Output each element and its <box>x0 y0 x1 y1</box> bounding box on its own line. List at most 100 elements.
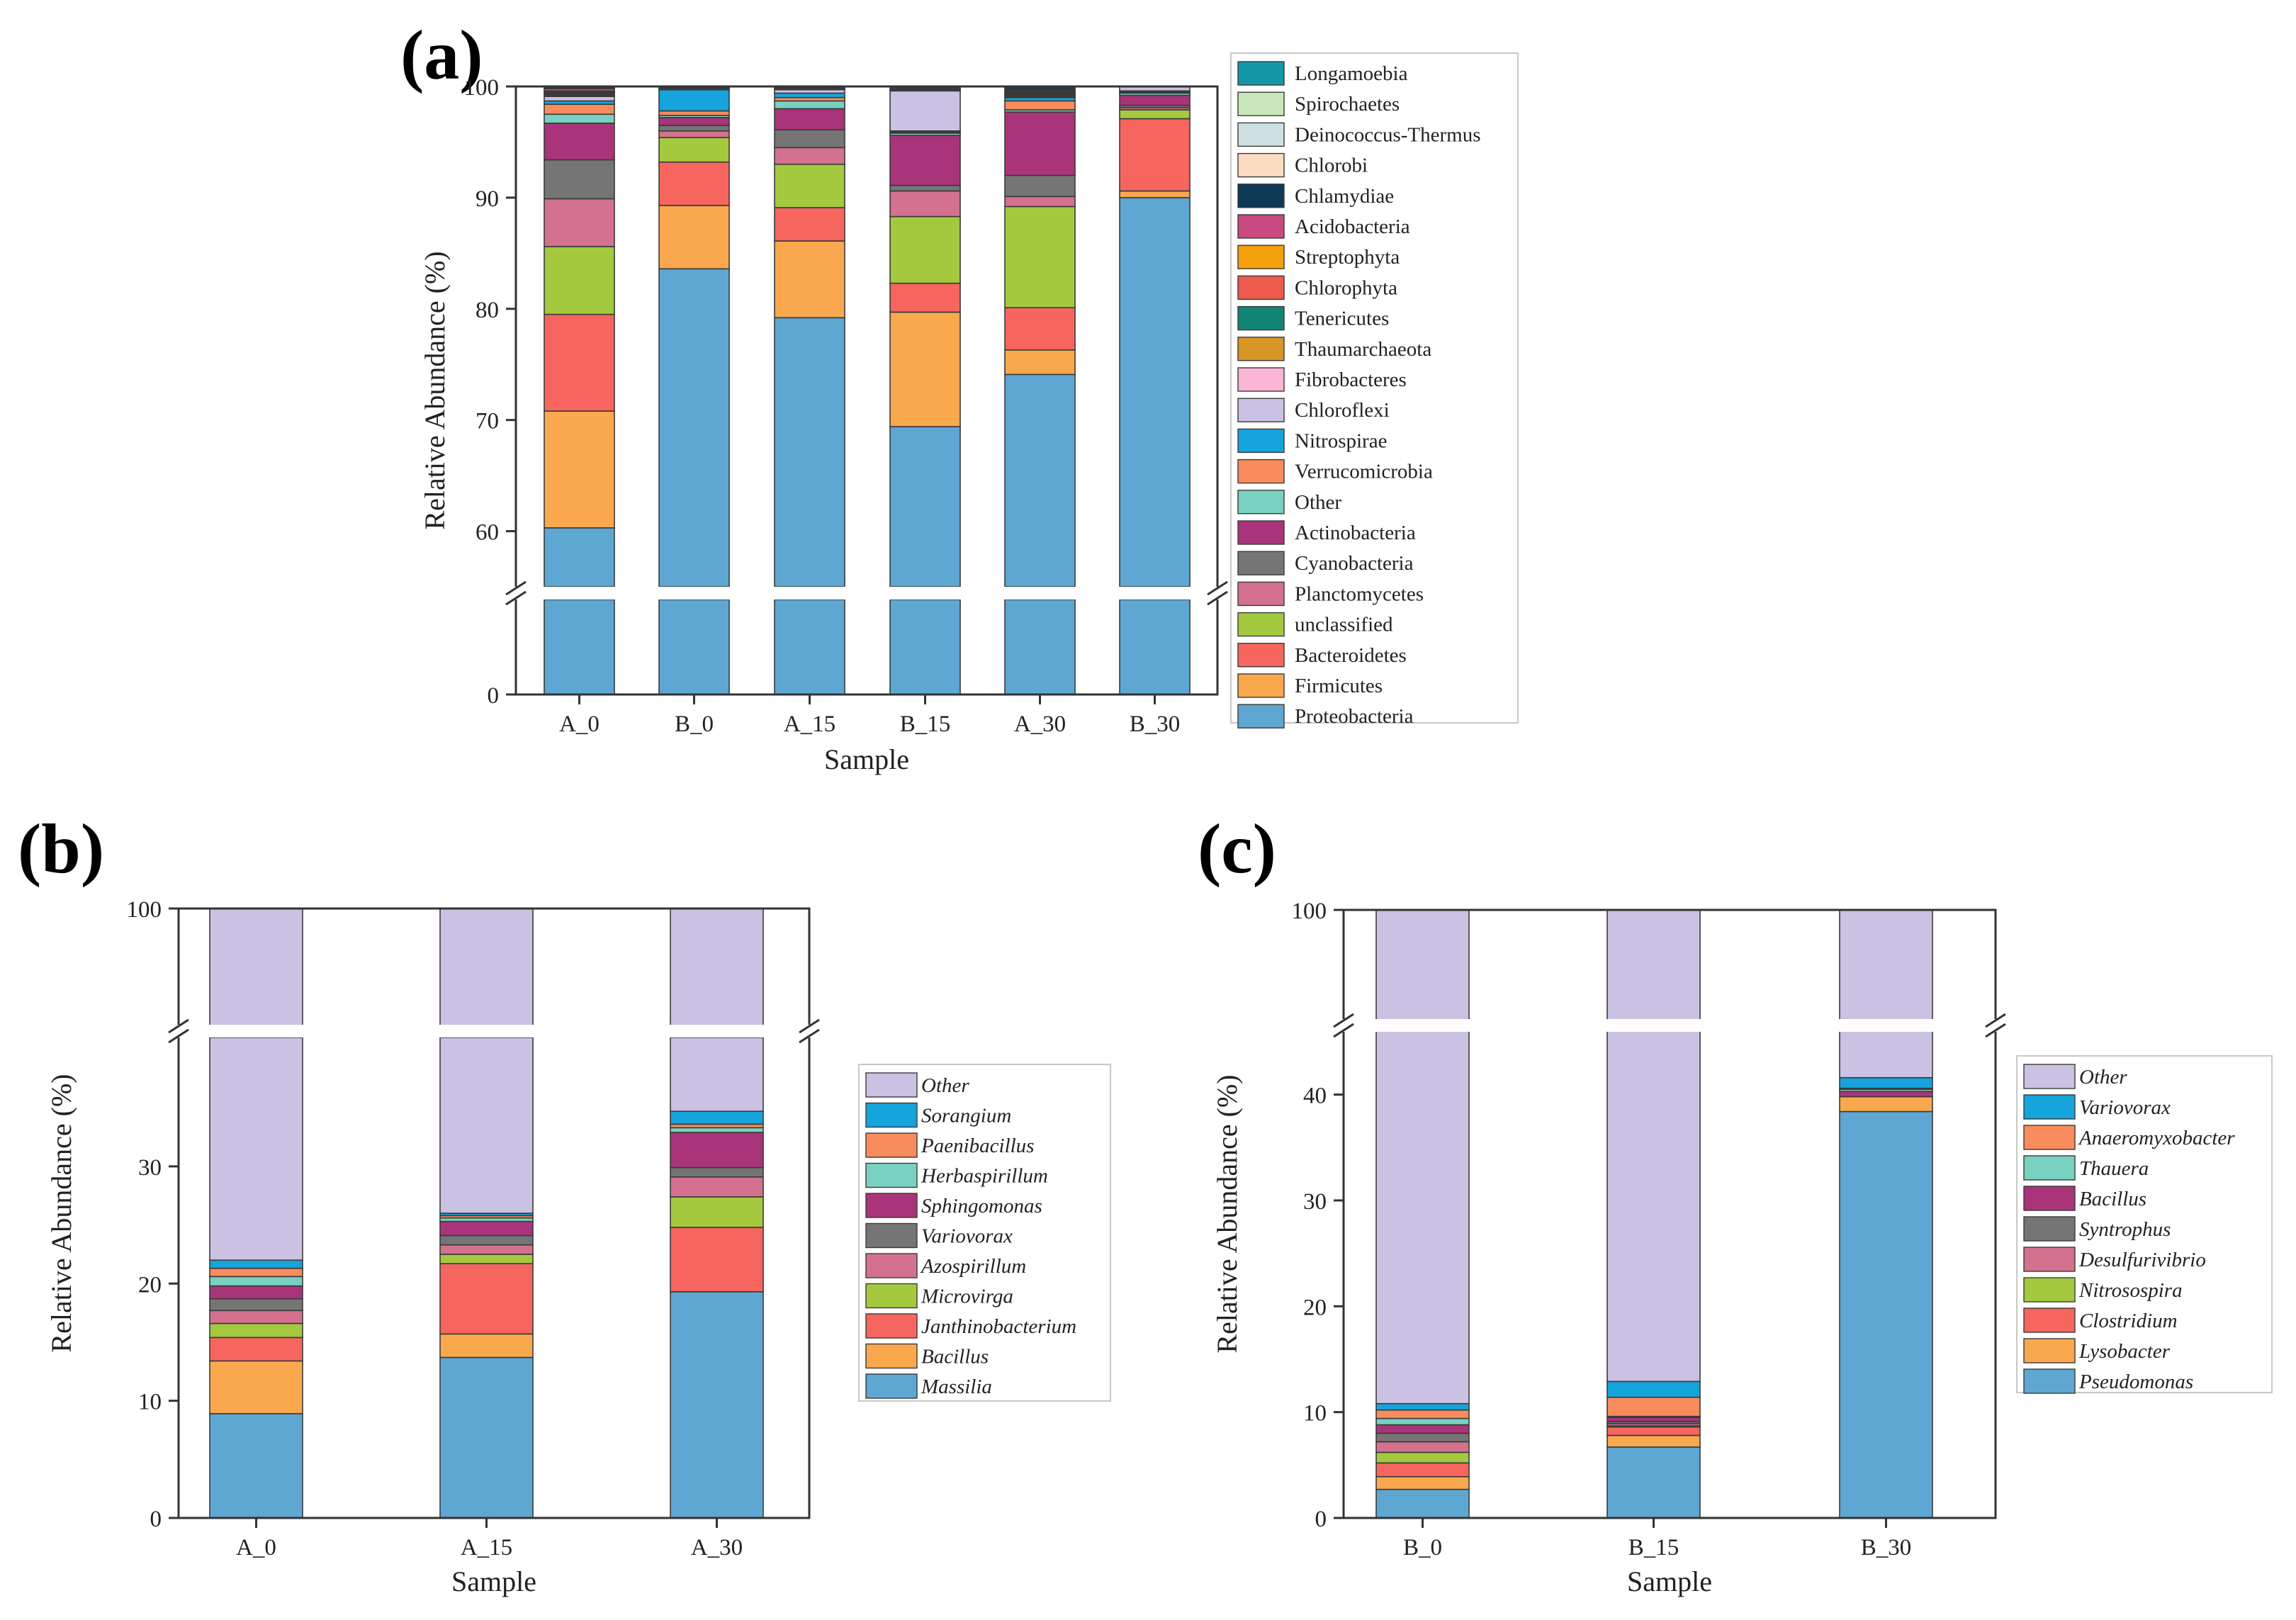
legend-label-a-Acidobacteria: Acidobacteria <box>1295 215 1410 238</box>
legend-swatch-b-Other <box>865 1072 918 1098</box>
axis-break-band-b <box>180 1025 808 1037</box>
bar-b-A_15-Variovorax <box>439 1234 534 1246</box>
legend-swatch-a-Chlorophyta <box>1237 275 1285 300</box>
plot-frame-c <box>1342 909 1997 1519</box>
legend-swatch-a-Deinococcus-Thermus <box>1237 122 1285 147</box>
bar-b-A_0-Massilia <box>209 1413 303 1519</box>
bar-a-A_0-Proteobacteria <box>544 599 615 695</box>
bar-a-A_15-Proteobacteria <box>774 599 845 695</box>
ytick-label-a-80: 80 <box>475 298 499 323</box>
legend-swatch-b-Sorangium <box>865 1102 918 1128</box>
legend-label-a-unclassified: unclassified <box>1295 614 1393 636</box>
legend-label-a-Cyanobacteria: Cyanobacteria <box>1295 552 1414 575</box>
bar-b-A_0-Sorangium <box>209 1259 303 1269</box>
bar-a-B_15-Proteobacteria-upper <box>889 426 961 587</box>
xtick-label-b-A_30: A_30 <box>691 1535 743 1560</box>
bar-c-B_30-Bacillus <box>1839 1091 1933 1098</box>
bar-c-B_15-Bacillus <box>1606 1417 1701 1422</box>
legend-label-a-Streptophyta: Streptophyta <box>1295 246 1400 269</box>
bar-c-B_15-Anaeromyxobacter <box>1606 1396 1701 1417</box>
bar-b-A_15-Massilia <box>439 1356 534 1519</box>
legend-swatch-a-Planctomycetes <box>1237 581 1285 607</box>
legend-swatch-b-Azospirillum <box>865 1253 918 1278</box>
legend-swatch-c-Variovorax <box>2023 1094 2076 1120</box>
xtick-label-c-B_30: B_30 <box>1861 1535 1912 1560</box>
legend-label-a-Firmicutes: Firmicutes <box>1295 675 1383 697</box>
axis-break-mark-b-0-top <box>168 1018 189 1034</box>
legend-label-b-Herbaspirillum: Herbaspirillum <box>921 1165 1048 1188</box>
bar-b-A_30-Massilia <box>670 1291 764 1519</box>
bar-b-A_30-Janthinobacterium <box>670 1227 764 1293</box>
xtick-label-a-B_30: B_30 <box>1130 711 1181 737</box>
bar-a-A_0-Firmicutes <box>544 410 615 529</box>
ytick-label-c-10: 10 <box>1303 1401 1327 1427</box>
bar-b-A_30-Herbaspirillum <box>670 1127 764 1133</box>
bar-a-B_30-Proteobacteria-upper <box>1119 197 1191 587</box>
axis-break-band-a <box>517 587 1216 600</box>
legend-swatch-b-Variovorax <box>865 1222 918 1249</box>
legend-swatch-a-Fibrobacteres <box>1237 367 1285 392</box>
ytick-label-b-10: 10 <box>138 1390 162 1415</box>
bar-a-A_30-Firmicutes <box>1004 349 1076 376</box>
bar-a-A_30-Bacteroidetes <box>1004 307 1076 351</box>
bar-a-A_30-Proteobacteria <box>1004 599 1076 695</box>
legend-label-a-Chlamydiae: Chlamydiae <box>1295 185 1394 208</box>
legend-label-c-Clostridium: Clostridium <box>2079 1310 2178 1332</box>
legend-label-a-Deinococcus-Thermus: Deinococcus-Thermus <box>1295 123 1481 146</box>
bar-a-B_0-Proteobacteria-upper <box>658 268 730 587</box>
legend-a: Longamoebia Spirochaetes Deinococcus-Therm… <box>1230 52 1519 729</box>
legend-swatch-a-Verrucomicrobia <box>1237 459 1285 484</box>
bar-c-B_30-Other-upper <box>1839 909 1933 1021</box>
legend-swatch-c-Bacillus <box>2023 1186 2076 1211</box>
panel-c-label: (c) <box>1198 809 1276 888</box>
bar-a-B_0-Verrucomicrobia <box>658 110 730 116</box>
bar-b-A_0-Azospirillum <box>209 1310 303 1324</box>
bar-c-B_0-Other-upper <box>1375 909 1470 1021</box>
bar-c-B_30-Lysobacter <box>1839 1096 1933 1113</box>
legend-label-a-Planctomycetes: Planctomycetes <box>1295 583 1424 605</box>
legend-swatch-a-Spirochaetes <box>1237 91 1285 116</box>
xtick-label-a-A_30: A_30 <box>1014 711 1066 737</box>
bar-a-B_30-Actinobacteria <box>1119 94 1191 106</box>
panel-b-label: (b) <box>18 809 105 888</box>
bar-c-B_30-Variovorax <box>1839 1076 1933 1089</box>
bar-b-A_30-Azospirillum <box>670 1176 764 1198</box>
bar-a-A_0-unclassified <box>544 246 615 315</box>
bar-b-A_15-Microvirga <box>439 1254 534 1264</box>
bar-b-A_30-Microvirga <box>670 1196 764 1228</box>
legend-swatch-b-Massilia <box>865 1373 918 1399</box>
bar-c-B_15-Pseudomonas <box>1606 1446 1701 1519</box>
y-axis-title-b: Relative Abundance (%) <box>45 1074 77 1352</box>
legend-label-c-Anaeromyxobacter: Anaeromyxobacter <box>2078 1127 2235 1149</box>
legend-label-c-Bacillus: Bacillus <box>2079 1188 2146 1210</box>
bar-a-A_30-Verrucomicrobia <box>1004 100 1076 111</box>
legend-label-b-Microvirga: Microvirga <box>921 1286 1013 1308</box>
bar-a-B_15-Chloroflexi <box>889 90 961 132</box>
legend-swatch-a-Proteobacteria <box>1237 704 1285 729</box>
axis-break-mark-b-0-bottom <box>168 1028 189 1044</box>
axis-break-mark-a-1-bottom <box>1207 590 1228 606</box>
x-axis-title-b: Sample <box>451 1565 536 1597</box>
bar-a-A_0-Chlamydiae <box>544 86 615 89</box>
bar-a-A_15-Other <box>774 100 845 110</box>
bar-a-A_15-Proteobacteria-upper <box>774 317 845 587</box>
bar-a-B_15-Bacteroidetes <box>889 282 961 313</box>
bar-a-B_0-Cyanobacteria <box>658 125 730 132</box>
legend-swatch-b-Sphingomonas <box>865 1193 918 1218</box>
legend-label-a-Thaumarchaeota: Thaumarchaeota <box>1295 338 1431 361</box>
legend-label-c-Desulfurivibrio: Desulfurivibrio <box>2078 1249 2206 1271</box>
bar-a-A_0-Actinobacteria <box>544 122 615 161</box>
legend-label-a-Proteobacteria: Proteobacteria <box>1295 705 1414 728</box>
bar-a-A_15-Planctomycetes <box>774 147 845 165</box>
legend-swatch-a-Streptophyta <box>1237 244 1285 269</box>
chart-a: 0 60 70 80 90 100 A_0 B_0 A_15 B_15 A_30 B_30 Sample… <box>419 52 1519 775</box>
legend-swatch-a-Longamoebia <box>1237 61 1285 86</box>
axis-break-mark-c-0-bottom <box>1333 1023 1354 1038</box>
bar-a-B_0-Firmicutes <box>658 205 730 270</box>
legend-label-a-Nitrospirae: Nitrospirae <box>1295 429 1387 452</box>
bar-c-B_0-Desulfurivibrio <box>1375 1441 1470 1453</box>
legend-label-a-Actinobacteria: Actinobacteria <box>1295 522 1416 544</box>
plot-frame-b <box>177 907 811 1519</box>
legend-swatch-a-Tenericutes <box>1237 305 1285 331</box>
